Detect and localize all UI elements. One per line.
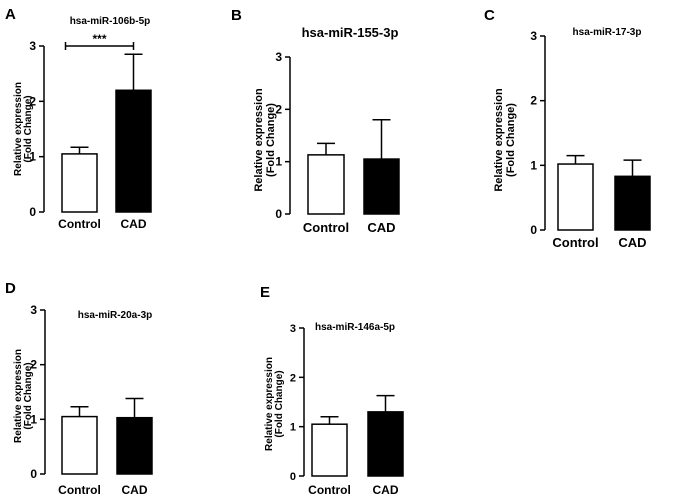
chart-title: hsa-miR-146a-5p bbox=[315, 322, 395, 333]
y-axis-label-units: (Fold Change) bbox=[274, 370, 285, 437]
y-axis-label: Relative expression bbox=[264, 357, 275, 451]
y-tick-label: 3 bbox=[290, 323, 296, 335]
y-tick-label: 3 bbox=[530, 29, 537, 43]
bar-cad bbox=[363, 158, 400, 215]
panel-letter: E bbox=[260, 284, 270, 301]
x-tick-label: Control bbox=[552, 235, 598, 250]
bar-cad bbox=[614, 175, 651, 231]
y-tick-label: 0 bbox=[275, 207, 282, 221]
y-tick-label: 1 bbox=[29, 150, 36, 164]
x-tick-label: Control bbox=[308, 483, 351, 497]
y-tick-label: 1 bbox=[30, 412, 37, 426]
y-axis-label-units: (Fold Change) bbox=[23, 95, 34, 162]
y-tick-label: 0 bbox=[30, 467, 37, 481]
y-axis-label-units: (Fold Change) bbox=[505, 103, 517, 177]
y-axis-label: Relative expression bbox=[13, 82, 24, 176]
x-tick-label: CAD bbox=[122, 483, 148, 497]
y-tick-label: 0 bbox=[290, 471, 296, 483]
x-tick-label: CAD bbox=[121, 217, 147, 231]
y-tick-label: 2 bbox=[29, 94, 36, 108]
bar-cad bbox=[115, 89, 152, 213]
x-tick-label: Control bbox=[58, 217, 101, 231]
bar-cad bbox=[367, 411, 404, 477]
x-tick-label: Control bbox=[58, 483, 101, 497]
y-tick-label: 2 bbox=[30, 358, 37, 372]
y-axis-label-units: (Fold Change) bbox=[23, 362, 34, 429]
bar-cad bbox=[116, 416, 153, 475]
bar-control bbox=[61, 153, 98, 213]
chart-title: hsa-miR-17-3p bbox=[573, 27, 642, 38]
x-tick-label: CAD bbox=[618, 235, 646, 250]
x-tick-label: CAD bbox=[367, 220, 395, 235]
y-axis-label: Relative expression bbox=[493, 88, 505, 192]
y-axis-label-units: (Fold Change) bbox=[265, 103, 277, 177]
bar-control bbox=[557, 163, 594, 231]
y-axis-label: Relative expression bbox=[13, 349, 24, 443]
y-tick-label: 2 bbox=[275, 102, 282, 116]
y-tick-label: 3 bbox=[30, 303, 37, 317]
x-tick-label: CAD bbox=[373, 483, 399, 497]
panel-letter: A bbox=[5, 6, 16, 23]
bar-control bbox=[61, 415, 98, 475]
y-tick-label: 3 bbox=[275, 50, 282, 64]
chart-title: hsa-miR-106b-5p bbox=[70, 16, 151, 27]
panel-letter: C bbox=[484, 7, 495, 24]
panel-letter: B bbox=[231, 7, 242, 24]
y-tick-label: 2 bbox=[530, 94, 537, 108]
y-tick-label: 1 bbox=[290, 422, 296, 434]
y-tick-label: 0 bbox=[29, 205, 36, 219]
chart-title: hsa-miR-20a-3p bbox=[78, 310, 152, 321]
y-tick-label: 0 bbox=[530, 223, 537, 237]
panel-letter: D bbox=[5, 280, 16, 297]
y-tick-label: 2 bbox=[290, 372, 296, 384]
y-axis-label: Relative expression bbox=[253, 88, 265, 192]
bar-control bbox=[307, 154, 345, 215]
chart-title: hsa-miR-155-3p bbox=[302, 25, 399, 40]
y-tick-label: 1 bbox=[275, 155, 282, 169]
y-tick-label: 3 bbox=[29, 39, 36, 53]
significance-label: *** bbox=[92, 32, 106, 46]
bar-control bbox=[311, 423, 348, 477]
x-tick-label: Control bbox=[303, 220, 349, 235]
y-tick-label: 1 bbox=[530, 158, 537, 172]
